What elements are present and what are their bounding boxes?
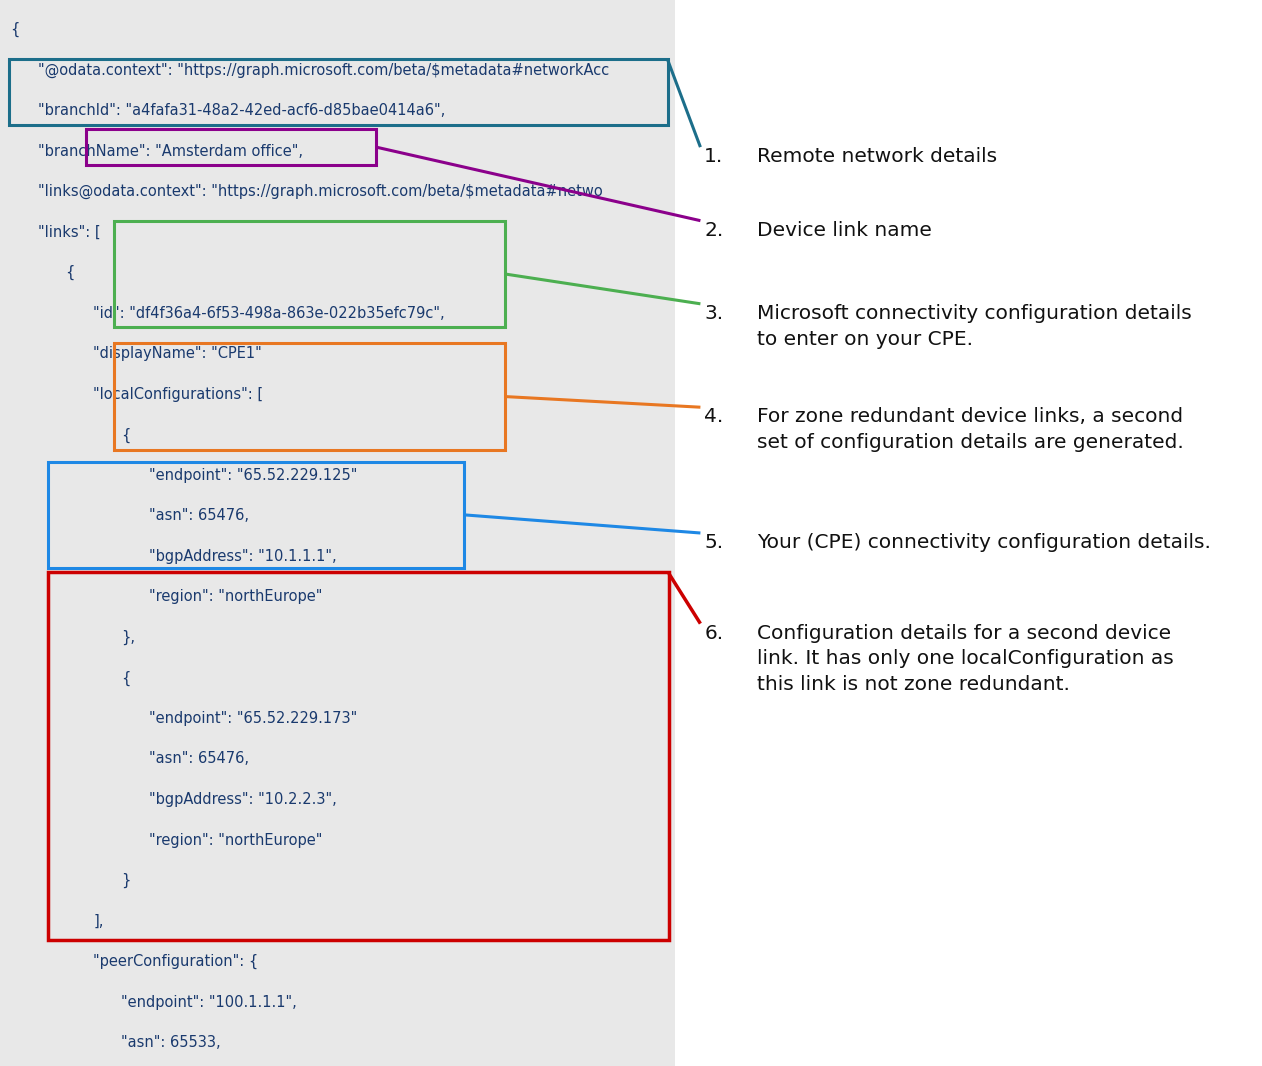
Text: 5.: 5.	[704, 533, 723, 552]
Bar	[114, 343, 505, 450]
Text: "region": "northEurope": "region": "northEurope"	[149, 833, 322, 847]
Bar	[114, 221, 505, 327]
Text: Configuration details for a second device
link. It has only one localConfigurati: Configuration details for a second devic…	[757, 624, 1174, 694]
Text: "asn": 65476,: "asn": 65476,	[149, 752, 249, 766]
Text: Device link name: Device link name	[757, 221, 933, 240]
Text: "peerConfiguration": {: "peerConfiguration": {	[93, 954, 259, 969]
Text: 4.: 4.	[704, 407, 723, 426]
Text: "region": "northEurope": "region": "northEurope"	[149, 589, 322, 604]
Text: {: {	[10, 22, 19, 37]
Text: 2.: 2.	[704, 221, 723, 240]
Text: 6.: 6.	[704, 624, 723, 643]
Text: "branchName": "Amsterdam office",: "branchName": "Amsterdam office",	[38, 144, 303, 159]
Bar	[675, 0, 1262, 1066]
Text: "asn": 65476,: "asn": 65476,	[149, 508, 249, 523]
Text: "displayName": "CPE1": "displayName": "CPE1"	[93, 346, 262, 361]
Text: 1.: 1.	[704, 147, 723, 166]
Text: Your (CPE) connectivity configuration details.: Your (CPE) connectivity configuration de…	[757, 533, 1212, 552]
Text: "bgpAddress": "10.1.1.1",: "bgpAddress": "10.1.1.1",	[149, 549, 337, 564]
Text: Remote network details: Remote network details	[757, 147, 997, 166]
Text: "id": "df4f36a4-6f53-498a-863e-022b35efc79c",: "id": "df4f36a4-6f53-498a-863e-022b35efc…	[93, 306, 445, 321]
Text: "localConfigurations": [: "localConfigurations": [	[93, 387, 264, 402]
Text: {: {	[121, 671, 130, 685]
Text: "links": [: "links": [	[38, 225, 101, 240]
Text: "endpoint": "65.52.229.173": "endpoint": "65.52.229.173"	[149, 711, 357, 726]
Text: "bgpAddress": "10.2.2.3",: "bgpAddress": "10.2.2.3",	[149, 792, 337, 807]
Bar	[86, 129, 376, 165]
Text: {: {	[121, 427, 130, 442]
Bar	[48, 462, 464, 568]
Text: "@odata.context": "https://graph.microsoft.com/beta/$metadata#networkAcc: "@odata.context": "https://graph.microso…	[38, 63, 610, 78]
Text: }: }	[121, 873, 130, 888]
Text: ],: ],	[93, 914, 103, 928]
Text: "asn": 65533,: "asn": 65533,	[121, 1035, 221, 1050]
Text: "endpoint": "100.1.1.1",: "endpoint": "100.1.1.1",	[121, 995, 297, 1010]
Bar	[9, 59, 668, 125]
Text: 3.: 3.	[704, 304, 723, 323]
Text: For zone redundant device links, a second
set of configuration details are gener: For zone redundant device links, a secon…	[757, 407, 1184, 452]
Text: },: },	[121, 630, 135, 645]
Text: "links@odata.context": "https://graph.microsoft.com/beta/$metadata#netwo: "links@odata.context": "https://graph.mi…	[38, 184, 603, 199]
Text: Microsoft connectivity configuration details
to enter on your CPE.: Microsoft connectivity configuration det…	[757, 304, 1191, 349]
Text: "endpoint": "65.52.229.125": "endpoint": "65.52.229.125"	[149, 468, 357, 483]
Text: {: {	[66, 265, 74, 280]
Bar	[48, 572, 669, 940]
Text: "branchId": "a4fafa31-48a2-42ed-acf6-d85bae0414a6",: "branchId": "a4fafa31-48a2-42ed-acf6-d85…	[38, 103, 445, 118]
